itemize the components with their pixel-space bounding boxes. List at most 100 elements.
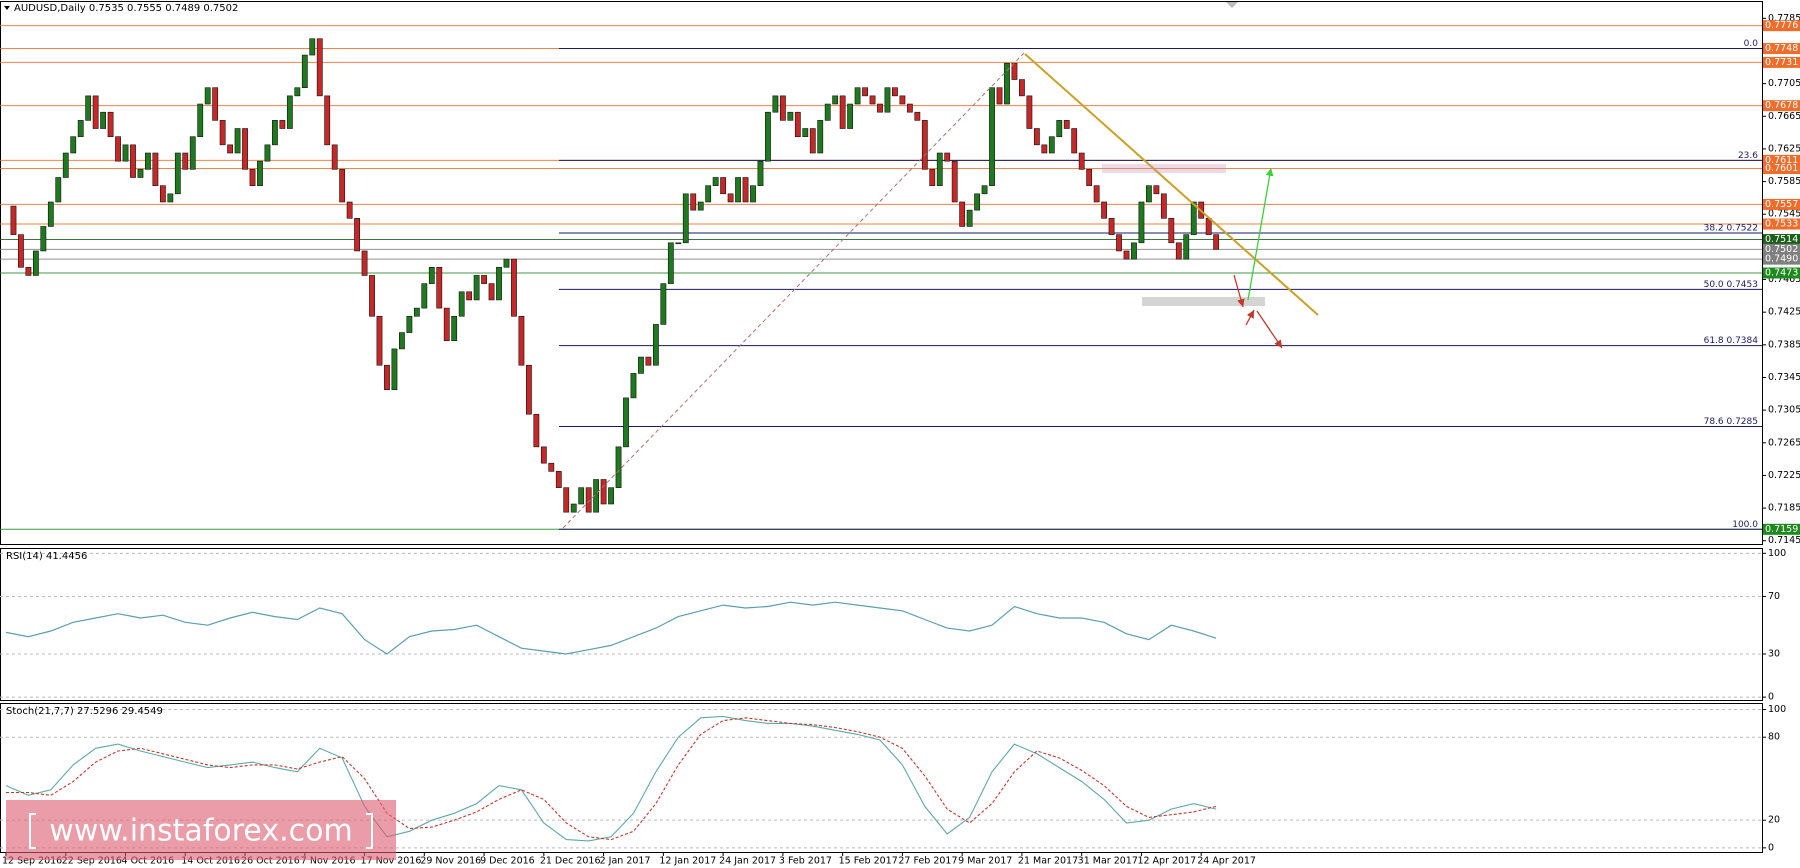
fib-label: 0.0: [1744, 39, 1759, 49]
bear-candle: [1011, 62, 1018, 80]
bear-candle: [361, 250, 368, 276]
bear-candle: [107, 111, 114, 137]
y-tick-label: 0.7225: [1768, 470, 1800, 481]
bull-candle: [981, 185, 988, 195]
x-tick-label: 24 Jan 2017: [719, 856, 776, 867]
bull-candle: [750, 185, 756, 203]
bear-candle: [130, 144, 136, 178]
y-tick-label: 100: [1768, 704, 1786, 715]
level-label: 0.7502: [1765, 244, 1798, 255]
x-tick-label: 27 Feb 2017: [898, 856, 957, 867]
level-label: 0.7601: [1765, 163, 1798, 174]
level-label: 0.7611: [1765, 155, 1798, 166]
bear-candle: [809, 128, 816, 154]
x-tick-label: 21 Mar 2017: [1018, 856, 1078, 867]
bull-candle: [705, 185, 712, 203]
bear-candle: [892, 87, 898, 97]
axis-layer: 0.77850.77450.77050.76650.76250.75850.75…: [2, 13, 1800, 867]
bear-candle: [316, 38, 323, 97]
bear-candle: [944, 152, 951, 162]
y-tick-label: 0.7585: [1768, 176, 1800, 187]
bear-candle: [525, 364, 532, 415]
bear-candle: [511, 258, 517, 317]
bear-candle: [92, 95, 99, 129]
bull-candle: [772, 95, 779, 113]
bear-candle: [443, 307, 450, 342]
bull-candle: [55, 177, 62, 203]
bull-candle: [286, 95, 293, 129]
bear-candle: [869, 95, 876, 105]
bear-candle: [1041, 144, 1048, 154]
bull-candle: [1146, 185, 1152, 203]
bull-candle: [451, 315, 458, 342]
bear-candle: [324, 95, 331, 146]
bear-candle: [1213, 234, 1220, 250]
bull-candle: [62, 152, 69, 178]
level-label-box: [1763, 154, 1800, 166]
bull-candle: [189, 136, 196, 170]
scroll-marker: [1226, 2, 1238, 8]
bear-candle: [481, 275, 487, 284]
x-tick-label: 17 Nov 2016: [361, 856, 422, 867]
bull-candle: [257, 160, 263, 186]
bear-candle: [600, 479, 607, 505]
level-label-box: [1763, 523, 1800, 535]
bear-candle: [1116, 234, 1122, 252]
x-tick-label: 12 Jan 2017: [659, 856, 716, 867]
y-tick-label: 0.7425: [1768, 307, 1800, 318]
rsi-title: RSI(14) 41.4456: [6, 551, 87, 562]
bull-candle: [608, 487, 614, 505]
bear-candle: [339, 169, 346, 203]
bull-candle: [765, 111, 771, 162]
rsi-line: [5, 601, 1217, 655]
bear-candle: [1108, 218, 1115, 235]
bull-candle: [1190, 201, 1197, 235]
bull-candle: [40, 226, 47, 252]
x-tick-label: 12 Apr 2017: [1137, 856, 1196, 867]
bull-candle: [623, 397, 629, 448]
bull-candle: [884, 87, 891, 113]
level-label: 0.7557: [1765, 199, 1798, 210]
bear-candle: [996, 87, 1003, 105]
y-tick-label: 0.7665: [1768, 111, 1800, 122]
level-label-box: [1763, 234, 1800, 246]
bear-candle: [921, 120, 928, 170]
bear-candle: [1123, 250, 1130, 260]
fib-label: 23.6: [1738, 151, 1758, 161]
bull-candle: [936, 152, 943, 186]
y-tick-label: 0.7305: [1768, 405, 1800, 416]
bear-candle: [384, 364, 390, 391]
bull-candle: [70, 136, 77, 154]
fib-label: 100.0: [1732, 520, 1758, 530]
bull-candle: [458, 291, 465, 317]
bear-candle: [1086, 169, 1093, 186]
bull-candle: [77, 120, 84, 137]
resistance-zone: [1102, 164, 1226, 173]
bear-candle: [862, 87, 868, 97]
bear-candle: [779, 95, 786, 121]
watermark-text: www.instaforex.com: [49, 814, 352, 849]
bull-candle: [167, 193, 174, 203]
level-label-box: [1763, 163, 1800, 175]
oscillator-line: [6, 717, 1217, 841]
bull-candle: [1056, 120, 1063, 137]
bull-candle: [974, 193, 980, 211]
y-tick-label: 0.7385: [1768, 339, 1800, 350]
bear-candle: [227, 144, 233, 154]
annotations: [562, 51, 1319, 529]
y-tick-label: 0.7705: [1768, 78, 1800, 89]
x-tick-label: 9 Dec 2016: [480, 856, 535, 867]
bull-candle: [309, 38, 316, 56]
level-label: 0.7490: [1765, 254, 1798, 265]
bear-candle: [1078, 152, 1085, 170]
bear-candle: [242, 128, 248, 170]
level-label: 0.7473: [1765, 268, 1798, 279]
bear-candle: [18, 234, 24, 268]
level-label: 0.7159: [1765, 524, 1798, 535]
bull-candle: [197, 103, 204, 137]
bear-candle: [794, 111, 801, 137]
bear-candle: [1160, 193, 1167, 219]
fib-label: 38.2 0.7522: [1704, 224, 1758, 234]
bull-candle: [638, 356, 644, 374]
